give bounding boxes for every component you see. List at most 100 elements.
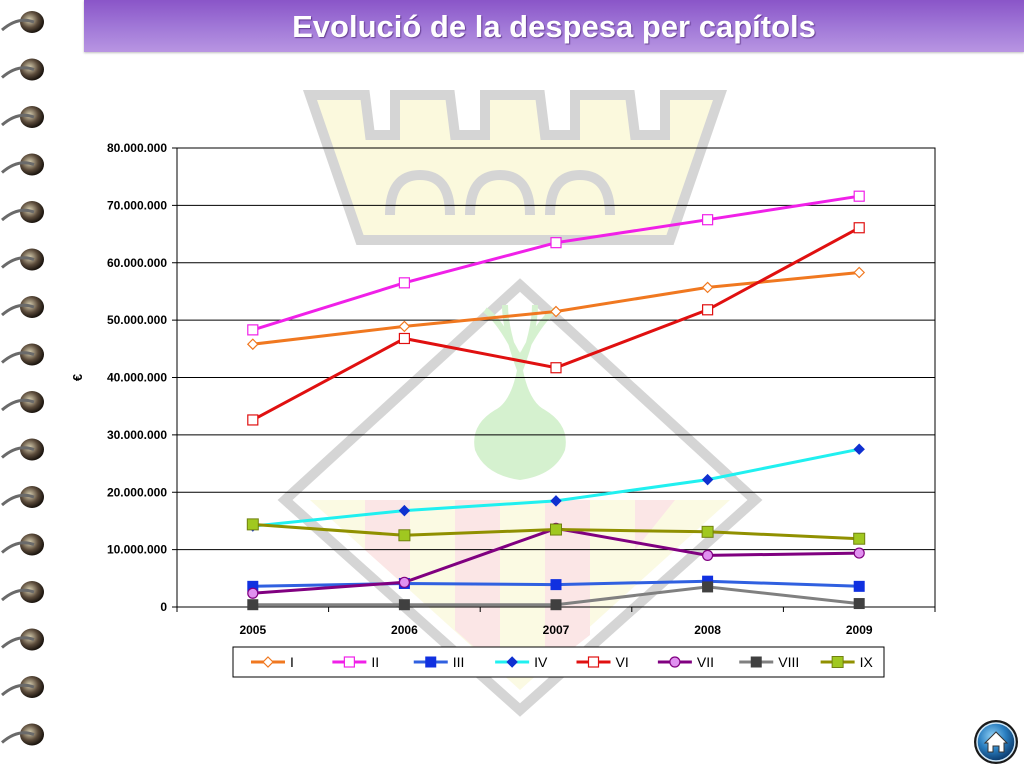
x-tick-label: 2009 (846, 623, 873, 637)
binding-ring (1, 676, 44, 698)
series-iii (247, 575, 865, 592)
binding-ring (1, 153, 44, 176)
data-point (550, 579, 562, 591)
data-point (550, 599, 562, 611)
legend-label: IX (860, 654, 874, 670)
binding-ring (1, 11, 44, 33)
legend-marker (262, 656, 274, 668)
binding-ring (1, 58, 44, 81)
series-ix (246, 518, 866, 545)
y-tick-label: 40.000.000 (107, 371, 167, 385)
legend-marker (343, 656, 355, 668)
legend-item: IV (495, 654, 548, 670)
legend-marker (831, 656, 844, 668)
series-vi (247, 222, 865, 426)
data-point (550, 362, 562, 374)
legend-marker (587, 656, 600, 668)
data-point (853, 266, 866, 279)
legend-item: VII (657, 654, 714, 670)
data-point (853, 580, 865, 592)
data-point (398, 320, 411, 333)
x-tick-label: 2008 (694, 623, 721, 637)
x-tick-label: 2005 (239, 623, 266, 637)
legend-marker (425, 656, 437, 668)
legend-item: III (413, 654, 465, 670)
legend-item: VIII (739, 654, 799, 670)
data-point (701, 281, 714, 294)
binding-ring (1, 533, 44, 556)
legend-item: I (251, 654, 294, 670)
data-point (398, 576, 410, 588)
legend-label: VII (697, 654, 714, 670)
legend-label: I (290, 654, 294, 670)
data-point (853, 598, 865, 610)
data-point (550, 523, 562, 536)
y-tick-label: 20.000.000 (107, 485, 167, 499)
legend-item: II (332, 654, 379, 670)
data-point (247, 414, 259, 426)
data-point (701, 473, 714, 486)
legend-marker (750, 656, 762, 668)
data-point (550, 305, 562, 318)
legend-label: VIII (778, 654, 799, 670)
binding-ring (1, 391, 44, 413)
data-point (853, 532, 866, 545)
data-point (247, 599, 259, 611)
data-point (398, 599, 410, 611)
legend-label: IV (534, 654, 548, 670)
y-tick-label: 50.000.000 (107, 313, 167, 327)
data-point (398, 504, 411, 517)
data-point (550, 237, 562, 249)
binding-ring (1, 628, 44, 651)
legend-label: III (453, 654, 465, 670)
home-icon (974, 720, 1018, 764)
y-tick-label: 60.000.000 (107, 256, 167, 270)
series-ii (247, 190, 865, 336)
y-axis-label: € (70, 374, 85, 381)
data-point (701, 549, 714, 561)
legend-marker (506, 656, 518, 668)
legend-label: II (371, 654, 379, 670)
data-point (247, 587, 259, 599)
title-bar: Evolució de la despesa per capítols (84, 0, 1024, 52)
data-point (701, 525, 714, 538)
data-point (398, 277, 410, 289)
binding-ring (1, 581, 44, 603)
binding-ring (1, 201, 44, 223)
y-tick-label: 80.000.000 (107, 141, 167, 155)
binding-ring (1, 438, 44, 461)
data-point (853, 547, 865, 559)
binding-ring (1, 723, 44, 746)
data-point (701, 304, 714, 316)
data-point (853, 222, 865, 234)
y-tick-label: 0 (160, 600, 167, 614)
data-point (702, 581, 714, 593)
binding-ring (1, 248, 44, 271)
series-viii (247, 581, 865, 611)
data-point (853, 190, 865, 202)
data-point (550, 495, 562, 507)
binding-ring (1, 296, 44, 318)
series-line (252, 447, 860, 528)
series-line (252, 226, 860, 422)
home-button[interactable] (973, 719, 1019, 765)
legend-label: VI (616, 654, 629, 670)
y-tick-label: 30.000.000 (107, 428, 167, 442)
x-tick-label: 2007 (543, 623, 570, 637)
binding-ring (1, 106, 44, 128)
legend-item: VI (576, 654, 629, 670)
binding-ring (1, 486, 44, 508)
data-point (398, 332, 410, 345)
data-point (246, 338, 259, 351)
binding-ring (1, 343, 44, 366)
x-tick-label: 2006 (391, 623, 418, 637)
spiral-rings-graphic (1, 11, 44, 773)
data-point (398, 529, 411, 542)
legend-marker (669, 656, 681, 668)
y-tick-label: 70.000.000 (107, 198, 167, 212)
data-point (246, 518, 259, 531)
data-point (853, 443, 865, 455)
data-point (701, 214, 714, 226)
legend-item: IX (820, 654, 874, 670)
